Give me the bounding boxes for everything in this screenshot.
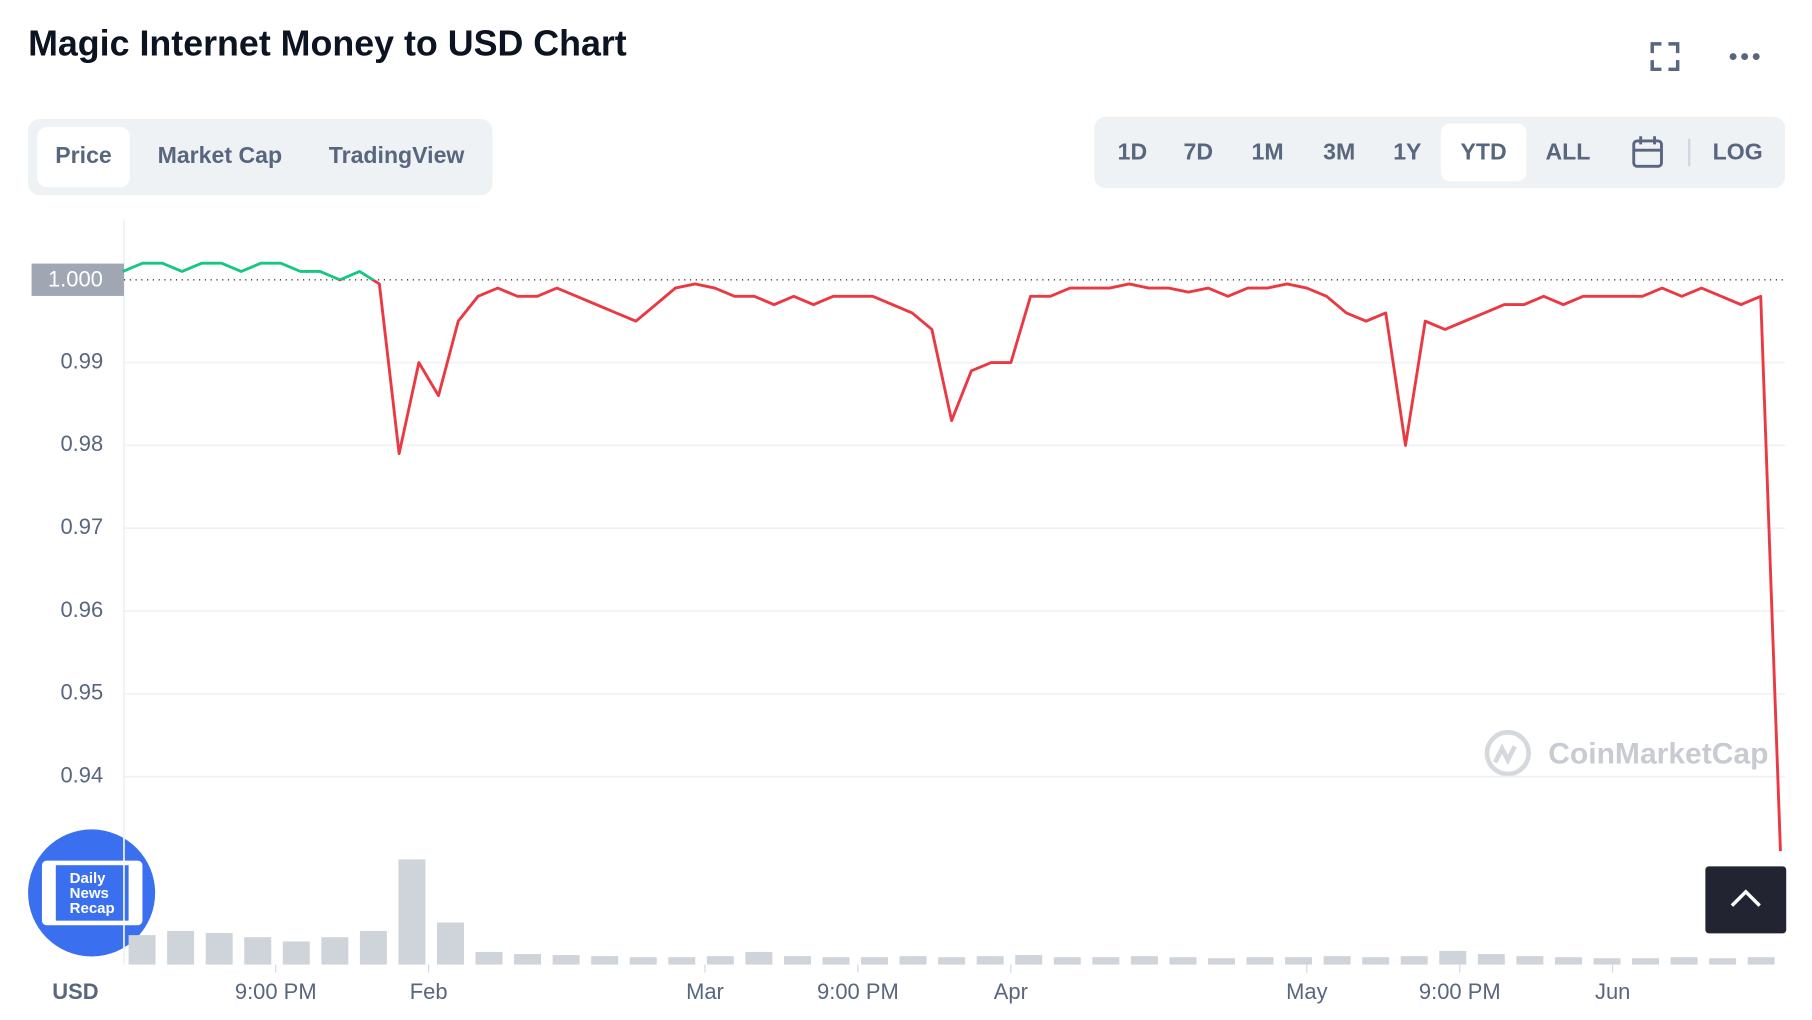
tab[interactable]: TradingView: [329, 142, 466, 168]
y-tick-label: 0.99: [60, 348, 103, 373]
range-selected: [1440, 123, 1527, 182]
badge-text: Daily: [70, 870, 107, 887]
baseline-tag: [31, 263, 124, 296]
volume-bar: [1477, 954, 1505, 965]
volume-bar: [706, 956, 734, 965]
range-group: [1094, 116, 1786, 189]
volume-bar: [128, 935, 156, 965]
x-tick-label: 9:00 PM: [817, 979, 899, 1004]
fullscreen-icon[interactable]: [1650, 42, 1680, 72]
tab-selected: [37, 127, 130, 188]
y-tick-label: 0.94: [60, 762, 103, 787]
volume-bar: [899, 956, 927, 965]
volume-bar: [1015, 955, 1043, 965]
range-button[interactable]: 3M: [1323, 139, 1355, 165]
chart-title: Magic Internet Money to USD Chart: [28, 24, 627, 64]
watermark-text: CoinMarketCap: [1548, 737, 1768, 770]
x-tick-label: Feb: [410, 979, 448, 1004]
volume-bar: [629, 957, 657, 965]
volume-bar: [244, 937, 272, 965]
volume-bar: [1169, 957, 1197, 965]
volume-bar: [1554, 957, 1582, 965]
volume-bar: [552, 955, 580, 965]
volume-bar: [475, 951, 503, 965]
badge-text: News: [70, 885, 109, 902]
badge-text: Recap: [70, 900, 115, 917]
volume-bar: [1709, 958, 1737, 965]
volume-bar: [745, 951, 773, 965]
volume-bar: [282, 941, 310, 965]
price-line: [122, 261, 1782, 852]
volume-bar: [167, 930, 195, 965]
tab[interactable]: Price: [55, 142, 112, 168]
volume-bar: [436, 922, 464, 965]
y-tick-label: 0.98: [60, 431, 103, 456]
volume-bar: [938, 957, 966, 965]
scroll-top-button[interactable]: [1705, 866, 1787, 934]
baseline-label: 1.000: [48, 267, 103, 292]
volume-bar: [1207, 958, 1235, 965]
x-tick-label: 9:00 PM: [1419, 979, 1501, 1004]
range-button[interactable]: 1D: [1118, 139, 1148, 165]
volume-bar: [783, 956, 811, 965]
volume-bar: [822, 957, 850, 965]
watermark: CoinMarketCap: [1484, 730, 1768, 777]
range-button[interactable]: 1M: [1252, 139, 1284, 165]
range-button[interactable]: 1Y: [1393, 139, 1422, 165]
x-tick-label: Mar: [686, 979, 724, 1004]
volume-bar: [668, 957, 696, 965]
volume-bar: [1593, 958, 1621, 965]
volume-bar: [1670, 957, 1698, 965]
volume-bar: [514, 954, 542, 965]
volume-bar: [1439, 950, 1467, 965]
volume-bar: [1400, 956, 1428, 965]
volume-bar: [1246, 957, 1274, 965]
range-button[interactable]: 7D: [1183, 139, 1213, 165]
volume-bar: [591, 956, 619, 965]
volume-bar: [1053, 957, 1081, 965]
log-button[interactable]: LOG: [1713, 139, 1763, 165]
volume-bar: [1285, 957, 1313, 965]
y-tick-label: 0.96: [60, 597, 103, 622]
x-tick-label: 9:00 PM: [235, 979, 317, 1004]
x-tick-label: May: [1286, 979, 1327, 1004]
volume-bar: [861, 957, 889, 965]
volume-bar: [398, 859, 426, 965]
volume-bar: [976, 956, 1004, 965]
x-tick-label: Apr: [994, 979, 1028, 1004]
volume-bar: [359, 930, 387, 965]
volume-bar: [1362, 957, 1390, 965]
volume-bar: [1632, 958, 1660, 965]
y-tick-label: 0.97: [60, 514, 103, 539]
volume-bar: [1747, 957, 1775, 965]
x-tick-label: Jun: [1595, 979, 1630, 1004]
volume-bar: [1323, 956, 1351, 965]
range-button[interactable]: YTD: [1460, 139, 1506, 165]
volume-bar: [1092, 957, 1120, 965]
tab[interactable]: Market Cap: [158, 142, 282, 168]
more-icon[interactable]: [1729, 53, 1760, 61]
calendar-icon[interactable]: [1632, 136, 1663, 168]
volume-bar: [321, 937, 349, 965]
y-tick-label: 0.95: [60, 680, 103, 705]
tab-group: [28, 118, 493, 196]
range-button[interactable]: ALL: [1545, 139, 1590, 165]
y-axis-label: USD: [52, 979, 98, 1004]
volume-bar: [1516, 956, 1544, 965]
volume-bar: [1130, 956, 1158, 965]
volume-bar: [205, 933, 233, 965]
